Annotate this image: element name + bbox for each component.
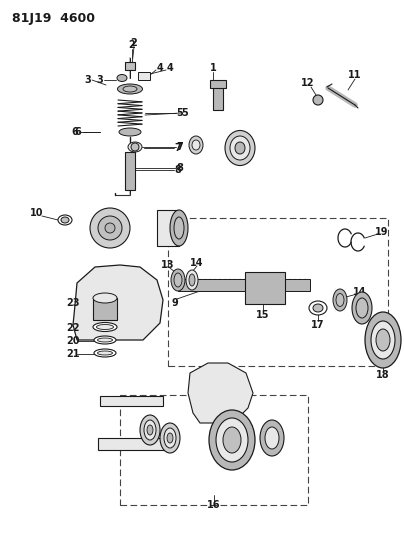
Ellipse shape: [355, 298, 367, 318]
Text: 7: 7: [176, 142, 183, 152]
Text: 2: 2: [128, 40, 135, 50]
Ellipse shape: [123, 86, 136, 92]
Text: 5: 5: [176, 108, 183, 118]
Circle shape: [98, 216, 121, 240]
Circle shape: [312, 95, 322, 105]
Ellipse shape: [128, 142, 142, 152]
Bar: [177, 279, 309, 291]
Ellipse shape: [312, 304, 322, 312]
Text: 17: 17: [311, 320, 324, 330]
Text: 10: 10: [30, 208, 44, 218]
Text: 2: 2: [130, 38, 137, 48]
Ellipse shape: [224, 131, 254, 166]
Text: 4: 4: [166, 63, 173, 73]
Ellipse shape: [93, 322, 117, 332]
Bar: [209, 80, 226, 88]
Text: 18: 18: [375, 370, 389, 380]
Circle shape: [131, 143, 139, 151]
Ellipse shape: [189, 274, 194, 286]
Ellipse shape: [259, 420, 283, 456]
Ellipse shape: [94, 349, 116, 357]
Text: 15: 15: [256, 310, 269, 320]
Text: 13: 13: [161, 260, 174, 270]
Text: 14: 14: [190, 258, 203, 268]
Polygon shape: [73, 265, 162, 340]
Ellipse shape: [170, 210, 188, 246]
Ellipse shape: [364, 312, 400, 368]
Ellipse shape: [117, 75, 127, 82]
Ellipse shape: [192, 140, 200, 150]
Ellipse shape: [375, 329, 389, 351]
Ellipse shape: [61, 217, 69, 223]
Ellipse shape: [147, 425, 153, 435]
Ellipse shape: [144, 420, 156, 440]
Polygon shape: [188, 363, 252, 423]
Ellipse shape: [351, 292, 371, 324]
Ellipse shape: [174, 217, 183, 239]
Text: 23: 23: [66, 298, 79, 308]
Polygon shape: [98, 438, 164, 450]
Ellipse shape: [117, 84, 142, 94]
Ellipse shape: [230, 136, 249, 160]
Text: 4: 4: [156, 63, 163, 73]
Bar: [213, 85, 222, 110]
Ellipse shape: [96, 325, 113, 329]
Bar: [125, 62, 135, 70]
Text: 6: 6: [71, 127, 78, 137]
Text: 20: 20: [66, 336, 79, 346]
Bar: [138, 72, 149, 80]
Text: 7: 7: [174, 143, 181, 153]
Ellipse shape: [189, 136, 202, 154]
Bar: [120, 395, 307, 505]
Ellipse shape: [93, 293, 117, 303]
Circle shape: [105, 223, 115, 233]
Text: 12: 12: [301, 78, 314, 88]
Ellipse shape: [215, 418, 247, 462]
Text: 22: 22: [66, 323, 79, 333]
Ellipse shape: [308, 301, 326, 315]
Ellipse shape: [222, 427, 241, 453]
Bar: [157, 210, 179, 246]
Ellipse shape: [332, 289, 346, 311]
Text: 6: 6: [75, 127, 81, 137]
Ellipse shape: [209, 410, 254, 470]
Bar: [168, 218, 387, 366]
Bar: [93, 298, 117, 320]
Text: 21: 21: [66, 349, 79, 359]
Text: 11: 11: [347, 70, 361, 80]
Ellipse shape: [58, 215, 72, 225]
Ellipse shape: [164, 428, 175, 448]
Ellipse shape: [97, 351, 112, 355]
Ellipse shape: [174, 273, 181, 287]
Text: 16: 16: [207, 500, 220, 510]
Text: 3: 3: [96, 75, 103, 85]
Ellipse shape: [119, 128, 141, 136]
Text: 81J19  4600: 81J19 4600: [12, 12, 95, 25]
Ellipse shape: [160, 423, 179, 453]
Text: 1: 1: [209, 63, 216, 73]
Circle shape: [90, 208, 130, 248]
Text: 14: 14: [352, 287, 366, 297]
Ellipse shape: [97, 338, 112, 342]
Text: 9: 9: [171, 298, 178, 308]
Text: 19: 19: [374, 227, 388, 237]
Text: 5: 5: [181, 108, 188, 118]
Ellipse shape: [140, 415, 160, 445]
Text: 3: 3: [84, 75, 91, 85]
Ellipse shape: [185, 270, 198, 290]
Ellipse shape: [264, 427, 278, 449]
Ellipse shape: [166, 433, 173, 443]
Text: 8: 8: [174, 165, 181, 175]
Ellipse shape: [370, 321, 394, 359]
Ellipse shape: [171, 269, 185, 291]
Ellipse shape: [335, 294, 343, 306]
Ellipse shape: [234, 142, 244, 154]
Bar: [244, 272, 284, 304]
Polygon shape: [100, 396, 162, 406]
Ellipse shape: [94, 336, 116, 344]
Bar: [125, 152, 135, 190]
Text: 8: 8: [176, 163, 183, 173]
